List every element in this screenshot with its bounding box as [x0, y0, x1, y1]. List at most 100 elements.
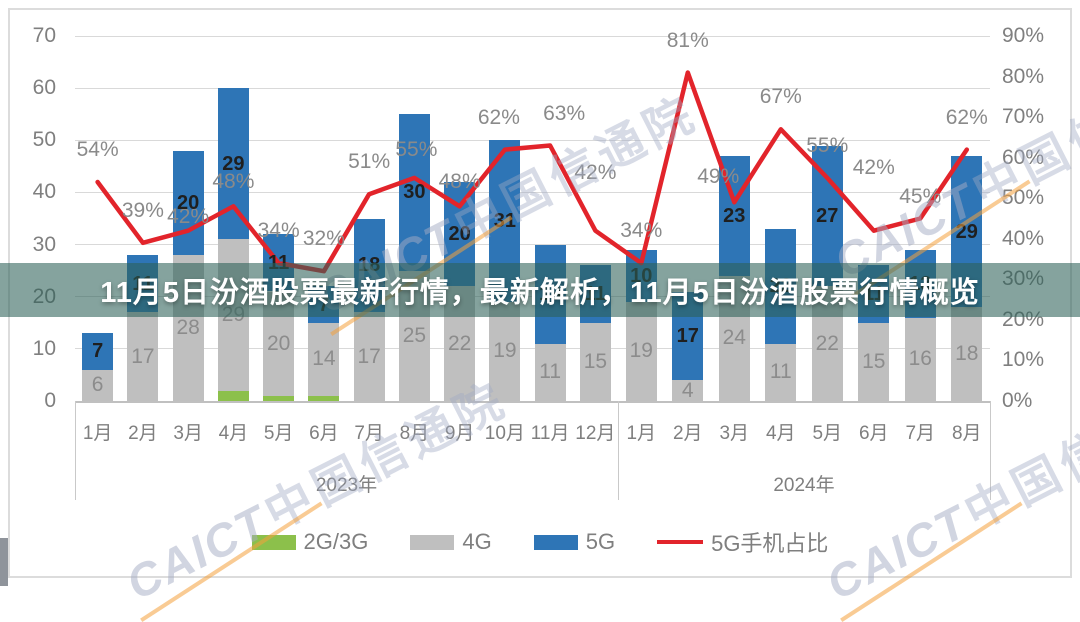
bar-label-4g: 25 — [402, 323, 427, 347]
bar-segment-4g — [82, 369, 114, 401]
bar-label-5g: 30 — [403, 181, 426, 204]
bar-label-5g: 7 — [92, 340, 104, 363]
y-axis-label-right: 80% — [1002, 64, 1045, 88]
gridline — [75, 35, 990, 37]
month-label: 4月 — [218, 423, 249, 444]
legend-item-5g手机占比: 5G手机占比 — [657, 526, 828, 558]
bar-label-5g: 27 — [816, 204, 839, 227]
bar-label-5g: 17 — [676, 324, 699, 347]
month-label: 11月 — [530, 423, 570, 444]
gridline — [75, 87, 990, 89]
bar-label-4g: 4 — [681, 378, 694, 402]
month-label: 12月 — [575, 423, 616, 444]
bar-label-4g: 15 — [862, 349, 886, 373]
percent-label: 34% — [257, 219, 300, 243]
bar-segment-2g3g — [263, 395, 295, 401]
y-axis-label-right: 70% — [1002, 105, 1045, 129]
legend-item-4g: 4G — [410, 529, 492, 555]
y-axis-label-right: 60% — [1002, 145, 1045, 169]
y-axis-label-right: 0% — [1002, 389, 1033, 412]
percent-label: 42% — [574, 160, 617, 184]
percent-label: 55% — [395, 137, 438, 161]
bar-segment-4g — [127, 312, 159, 401]
left-edge-strip — [0, 538, 8, 586]
y-axis-label-left: 70 — [32, 24, 56, 47]
bar-label-4g: 22 — [815, 331, 839, 355]
month-label: 3月 — [173, 423, 203, 444]
percent-label: 67% — [759, 85, 802, 109]
percent-label: 54% — [76, 138, 119, 161]
bar-segment-4g — [951, 307, 983, 401]
legend-label: 5G — [585, 529, 616, 554]
month-label: 2月 — [128, 423, 158, 444]
bar-label-4g: 19 — [629, 339, 653, 363]
bar-label-4g: 22 — [447, 331, 472, 355]
bar-segment-4g — [579, 322, 611, 401]
month-label: 9月 — [444, 423, 475, 444]
month-label: 6月 — [309, 423, 339, 444]
percent-label: 49% — [697, 165, 740, 189]
percent-label: 42% — [167, 204, 210, 228]
bar-segment-2g3g — [308, 395, 340, 401]
bar-segment-4g — [672, 380, 704, 401]
month-label: 2月 — [672, 423, 703, 444]
gridline — [75, 191, 990, 193]
percent-label: 48% — [438, 170, 481, 194]
bar-label-4g: 6 — [91, 373, 104, 397]
title-banner: 11月5日汾酒股票最新行情，最新解析，11月5日汾酒股票行情概览 — [0, 263, 1080, 317]
bar-label-5g: 31 — [493, 210, 516, 233]
legend-label: 5G手机占比 — [711, 531, 829, 556]
y-axis-label-left: 60 — [32, 76, 56, 100]
percent-label: 81% — [666, 28, 709, 52]
bar-label-4g: 18 — [955, 342, 979, 366]
line-series-5g-share — [95, 70, 970, 274]
group-divider — [990, 401, 991, 500]
month-label: 5月 — [812, 423, 843, 444]
legend-color-swatch — [410, 534, 455, 550]
bar-label-5g: 20 — [177, 191, 200, 214]
y-axis-label-left: 50 — [32, 128, 56, 152]
month-label: 6月 — [858, 423, 889, 444]
legend-line-swatch — [657, 540, 704, 544]
group-divider — [618, 401, 619, 500]
bar-label-4g: 28 — [176, 316, 200, 339]
legend-color-swatch — [533, 534, 578, 550]
bar-segment-5g — [82, 333, 114, 370]
month-label: 4月 — [765, 423, 796, 444]
percent-label: 62% — [945, 105, 988, 129]
bar-label-4g: 19 — [493, 339, 517, 363]
gridline — [75, 400, 990, 403]
bar-segment-2g3g — [217, 390, 249, 401]
y-axis-label-left: 30 — [32, 232, 56, 256]
percent-label: 48% — [212, 170, 255, 194]
group-divider — [75, 401, 76, 500]
month-label: 1月 — [626, 423, 657, 444]
bar-label-5g: 29 — [222, 152, 245, 175]
percent-label: 55% — [806, 133, 849, 157]
month-label: 1月 — [82, 423, 113, 444]
y-axis-label-left: 40 — [32, 180, 56, 204]
bar-label-4g: 24 — [722, 326, 746, 350]
bar-segment-4g — [625, 301, 657, 401]
bar-label-4g: 11 — [539, 360, 562, 384]
bar-segment-4g — [765, 343, 797, 401]
bar-label-5g: 20 — [448, 223, 471, 246]
bar-label-4g: 17 — [131, 344, 155, 368]
month-label: 7月 — [354, 423, 384, 444]
bar-segment-4g — [858, 322, 890, 401]
year-label: 2024年 — [773, 475, 835, 496]
bar-label-4g: 20 — [266, 331, 291, 355]
bar-label-4g: 14 — [312, 347, 336, 371]
percent-label: 32% — [302, 227, 345, 251]
bar-label-4g: 15 — [583, 349, 608, 373]
month-label: 7月 — [905, 423, 936, 444]
bar-label-4g: 16 — [908, 347, 932, 371]
y-axis-label-right: 90% — [1002, 24, 1045, 47]
month-label: 8月 — [399, 423, 430, 444]
percent-label: 62% — [477, 105, 520, 129]
bar-label-5g: 29 — [955, 220, 978, 243]
percent-label: 39% — [121, 198, 164, 222]
percent-label: 34% — [620, 219, 663, 243]
month-label: 10月 — [484, 423, 525, 444]
percent-label: 45% — [899, 184, 942, 208]
